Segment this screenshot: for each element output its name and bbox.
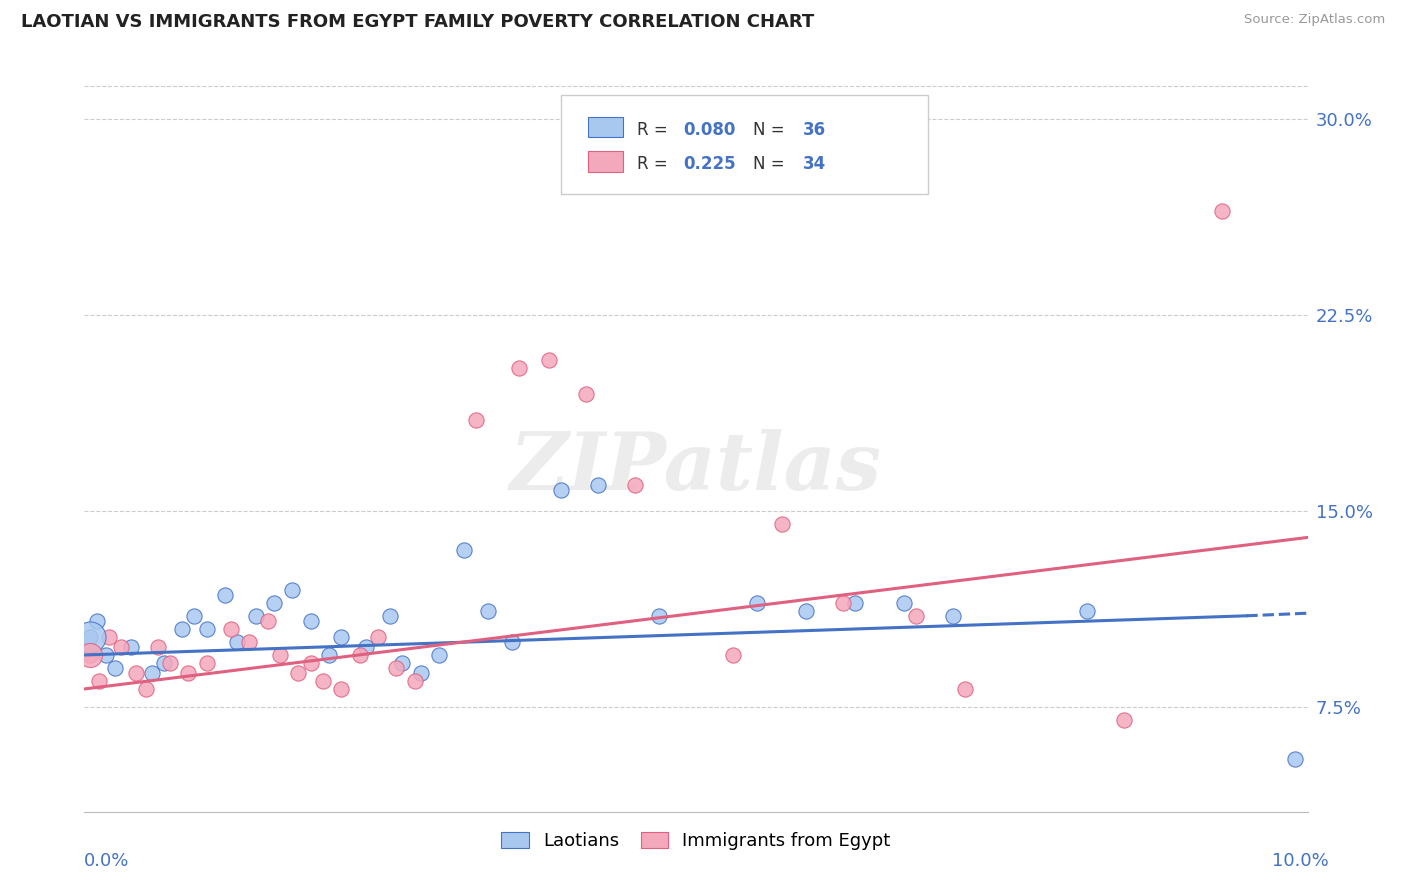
Point — [104, 661, 127, 675]
Point — [87, 674, 110, 689]
Point — [502, 635, 524, 649]
Y-axis label: Family Poverty: Family Poverty — [0, 390, 7, 502]
Point — [159, 656, 181, 670]
Point — [538, 352, 561, 367]
Point — [238, 635, 260, 649]
Text: 10.0%: 10.0% — [1272, 852, 1329, 870]
Point — [330, 681, 353, 696]
Text: N =: N = — [754, 120, 790, 138]
Point — [575, 386, 598, 401]
Point — [893, 596, 915, 610]
Point — [367, 630, 389, 644]
Text: 0.0%: 0.0% — [84, 852, 129, 870]
Point — [120, 640, 142, 655]
Point — [226, 635, 249, 649]
Point — [1114, 714, 1136, 728]
Point — [281, 582, 304, 597]
Point — [125, 666, 148, 681]
Point — [330, 630, 353, 644]
Point — [141, 666, 163, 681]
Point — [427, 648, 450, 662]
Text: LAOTIAN VS IMMIGRANTS FROM EGYPT FAMILY POVERTY CORRELATION CHART: LAOTIAN VS IMMIGRANTS FROM EGYPT FAMILY … — [21, 13, 814, 31]
Point — [86, 614, 108, 628]
Text: 0.225: 0.225 — [683, 155, 737, 173]
Point — [135, 681, 157, 696]
Point — [385, 661, 408, 675]
Point — [287, 666, 309, 681]
Point — [1284, 752, 1306, 766]
Point — [380, 608, 402, 623]
Point — [172, 622, 194, 636]
Point — [79, 630, 101, 644]
Point — [110, 640, 132, 655]
Point — [97, 630, 120, 644]
Point — [844, 596, 866, 610]
Point — [318, 648, 340, 662]
Point — [195, 622, 218, 636]
Point — [349, 648, 371, 662]
Point — [508, 360, 530, 375]
Point — [219, 622, 242, 636]
Point — [477, 604, 499, 618]
Point — [953, 681, 976, 696]
FancyBboxPatch shape — [588, 117, 623, 137]
Text: 34: 34 — [803, 155, 825, 173]
Point — [96, 648, 118, 662]
Point — [794, 604, 817, 618]
Text: Source: ZipAtlas.com: Source: ZipAtlas.com — [1244, 13, 1385, 27]
Point — [299, 614, 322, 628]
Point — [79, 648, 101, 662]
Point — [257, 614, 280, 628]
Point — [453, 543, 475, 558]
Point — [648, 608, 671, 623]
Point — [747, 596, 769, 610]
Text: ZIPatlas: ZIPatlas — [510, 429, 882, 507]
Point — [831, 596, 853, 610]
Point — [79, 648, 101, 662]
Point — [263, 596, 285, 610]
Text: R =: R = — [637, 120, 673, 138]
Point — [214, 588, 236, 602]
Text: R =: R = — [637, 155, 673, 173]
Point — [269, 648, 291, 662]
Text: 36: 36 — [803, 120, 825, 138]
Point — [177, 666, 200, 681]
Point — [586, 478, 609, 492]
Text: 0.080: 0.080 — [683, 120, 737, 138]
Legend: Laotians, Immigrants from Egypt: Laotians, Immigrants from Egypt — [494, 825, 898, 857]
Point — [195, 656, 218, 670]
Point — [391, 656, 413, 670]
Point — [1211, 203, 1233, 218]
FancyBboxPatch shape — [588, 152, 623, 171]
Point — [1076, 604, 1098, 618]
Point — [409, 666, 432, 681]
Point — [299, 656, 322, 670]
Point — [464, 413, 486, 427]
Point — [79, 630, 101, 644]
Point — [905, 608, 928, 623]
Point — [312, 674, 335, 689]
Text: N =: N = — [754, 155, 790, 173]
Point — [354, 640, 377, 655]
FancyBboxPatch shape — [561, 95, 928, 194]
Point — [550, 483, 572, 498]
Point — [770, 517, 793, 532]
Point — [183, 608, 205, 623]
Point — [721, 648, 744, 662]
Point — [942, 608, 965, 623]
Point — [245, 608, 267, 623]
Point — [146, 640, 169, 655]
Point — [404, 674, 426, 689]
Point — [153, 656, 176, 670]
Point — [624, 478, 647, 492]
